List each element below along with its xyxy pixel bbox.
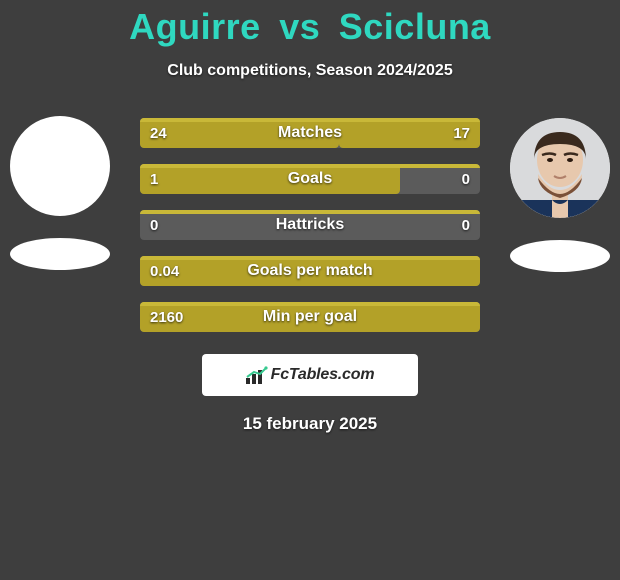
right-fill: [339, 118, 480, 148]
date-text: 15 february 2025: [0, 414, 620, 434]
comparison-infographic: Aguirre vs Scicluna Club competitions, S…: [0, 0, 620, 580]
title-player1: Aguirre: [129, 6, 261, 47]
avatar-icon: [510, 118, 610, 218]
title: Aguirre vs Scicluna: [0, 6, 620, 48]
player2-column: [500, 118, 620, 272]
stat-bars: Matches2417 Goals10 Hattricks00 Goals per m…: [140, 118, 480, 348]
brand-badge: FcTables.com: [202, 354, 418, 396]
player1-club-badge: [10, 238, 110, 270]
left-fill: [140, 118, 339, 148]
brand-text: FcTables.com: [271, 366, 375, 384]
title-player2: Scicluna: [339, 6, 491, 47]
subtitle: Club competitions, Season 2024/2025: [0, 62, 620, 80]
left-fill: [140, 164, 400, 194]
stat-row: Matches2417: [140, 118, 480, 148]
player2-club-badge: [510, 240, 610, 272]
chart-icon: [246, 366, 268, 384]
title-vs: vs: [279, 6, 320, 47]
player2-avatar: [510, 118, 610, 218]
stat-row: Goals10: [140, 164, 480, 194]
player1-avatar: [10, 116, 110, 216]
player1-column: [0, 118, 120, 270]
left-fill: [140, 256, 480, 286]
left-fill: [140, 302, 480, 332]
stat-row: Min per goal2160: [140, 302, 480, 332]
stat-row: Goals per match0.04: [140, 256, 480, 286]
header: Aguirre vs Scicluna Club competitions, S…: [0, 0, 620, 80]
stat-row: Hattricks00: [140, 210, 480, 240]
